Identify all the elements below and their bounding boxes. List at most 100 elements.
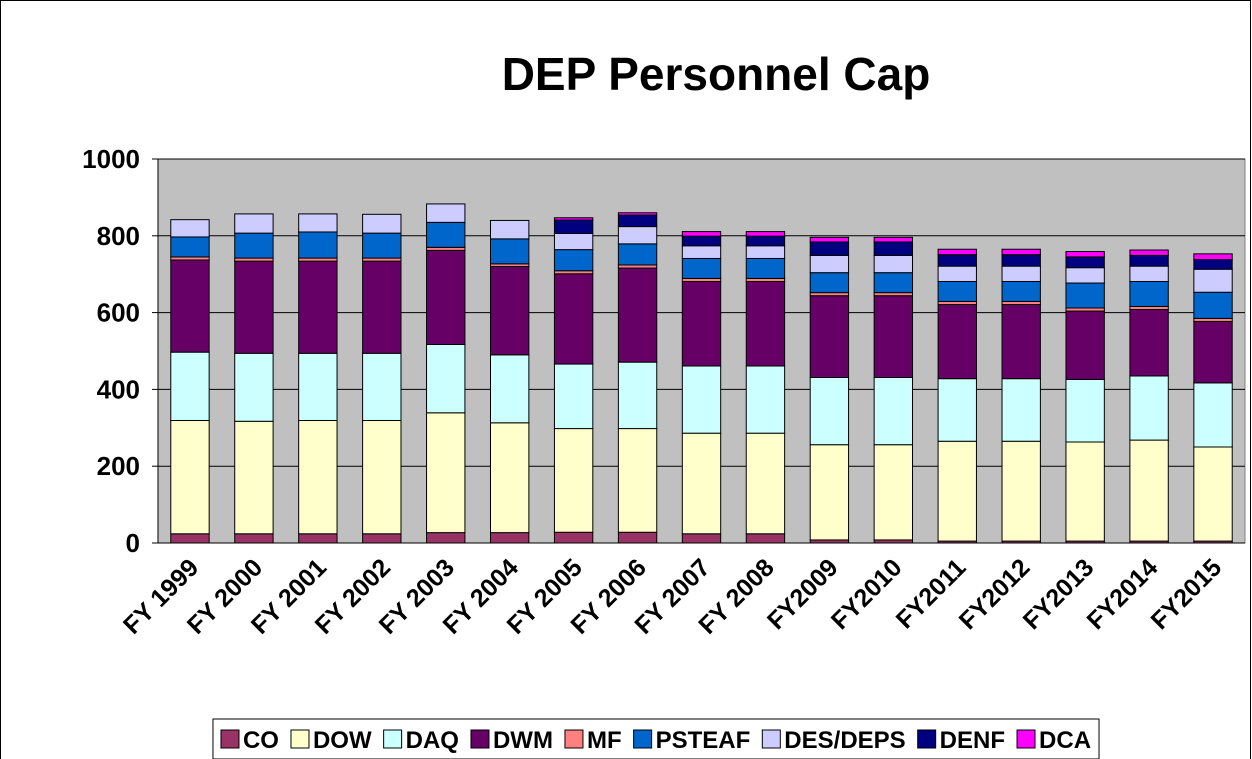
bar-segment: [617, 214, 658, 228]
bar-segment: [745, 257, 786, 279]
bar-segment: [362, 533, 402, 544]
bar-segment: [1129, 265, 1169, 282]
bar-segment: [617, 267, 658, 363]
bar-segment: [426, 249, 466, 345]
legend-label: DOW: [313, 727, 372, 754]
bar-segment: [937, 378, 977, 442]
bar-segment: [426, 412, 466, 534]
bar-segment: [1129, 249, 1169, 256]
bar-segment: [873, 272, 914, 294]
bar-segment: [1065, 282, 1105, 309]
y-tick-label: 800: [97, 221, 140, 251]
bar-segment: [745, 432, 786, 535]
bar-segment: [1065, 251, 1105, 258]
bar-segment: [681, 432, 722, 535]
bar-segment: [170, 420, 210, 535]
bar-segment: [681, 231, 722, 237]
bar-segment: [298, 420, 338, 535]
bar-segment: [298, 260, 338, 354]
bar-segment: [745, 231, 786, 237]
bar-segment: [617, 212, 658, 216]
bar-segment: [809, 236, 850, 243]
bar-segment: [298, 533, 338, 544]
bar-segment: [170, 236, 210, 258]
bar-segment: [1193, 291, 1233, 319]
legend-swatch: [1016, 729, 1036, 749]
bar-segment: [809, 295, 850, 378]
bar-segment: [681, 257, 722, 279]
bar-segment: [873, 254, 914, 274]
legend-swatch: [220, 729, 240, 749]
bar-segment: [937, 304, 977, 380]
bar-segment: [426, 203, 466, 223]
bar-segment: [681, 533, 722, 544]
legend-swatch: [290, 729, 310, 749]
bar-segment: [809, 272, 850, 294]
legend-label: MF: [587, 727, 622, 754]
bar-segment: [937, 280, 977, 302]
bar-segment: [873, 295, 914, 378]
bar-segment: [1065, 267, 1105, 284]
bar-segment: [1001, 248, 1041, 256]
bar-segment: [1001, 254, 1041, 267]
bar-segment: [426, 343, 466, 414]
bar-segment: [937, 248, 977, 256]
bar-segment: [426, 221, 466, 248]
bar-segment: [1129, 439, 1169, 542]
bar-segment: [234, 213, 274, 234]
bar-segment: [298, 231, 338, 259]
bar-segment: [745, 365, 786, 434]
bar-segment: [234, 352, 274, 422]
bar-segment: [553, 232, 594, 251]
bar-segment: [170, 351, 210, 422]
bar-segment: [1193, 382, 1233, 448]
bar-segment: [1065, 310, 1105, 380]
bar-segment: [873, 241, 914, 256]
bar-segment: [362, 232, 402, 259]
legend-label: DES/DEPS: [784, 727, 905, 754]
bar-segment: [489, 422, 530, 534]
bar-segment: [617, 243, 658, 266]
bar-segment: [170, 533, 210, 544]
bar-segment: [553, 428, 594, 533]
bar-segment: [681, 245, 722, 259]
bar-segment: [681, 235, 722, 247]
bar-segment: [745, 245, 786, 259]
legend-swatch: [470, 729, 490, 749]
bar-segment: [170, 219, 210, 238]
bar-segment: [234, 533, 274, 544]
bar-segment: [809, 444, 850, 541]
bar-segment: [298, 213, 338, 233]
bar-segment: [617, 428, 658, 533]
bar-segment: [1129, 280, 1169, 307]
legend-label: DCA: [1039, 727, 1091, 754]
legend-swatch: [564, 729, 584, 749]
bar-segment: [745, 533, 786, 544]
bar-segment: [617, 226, 658, 245]
bar-segment: [1193, 320, 1233, 384]
bar-segment: [873, 376, 914, 446]
bar-segment: [489, 266, 530, 356]
bar-segment: [1001, 304, 1041, 380]
bar-segment: [298, 352, 338, 422]
bar-segment: [553, 531, 594, 544]
chart-title: DEP Personnel Cap: [502, 48, 931, 100]
bar-segment: [489, 238, 530, 265]
bar-segment: [617, 361, 658, 430]
y-tick-label: 400: [97, 374, 140, 404]
bar-segment: [362, 213, 402, 234]
bar-segment: [1129, 309, 1169, 377]
bar-segment: [809, 254, 850, 274]
legend-label: DAQ: [406, 727, 459, 754]
bar-segment: [937, 440, 977, 542]
bar-segment: [234, 420, 274, 535]
bar-segment: [1193, 446, 1233, 542]
bar-segment: [1001, 280, 1041, 302]
bar-segment: [553, 249, 594, 272]
bar-segment: [1129, 254, 1169, 267]
bar-segment: [1193, 268, 1233, 293]
bar-segment: [1065, 256, 1105, 269]
bar-segment: [489, 532, 530, 544]
bar-segment: [170, 259, 210, 353]
